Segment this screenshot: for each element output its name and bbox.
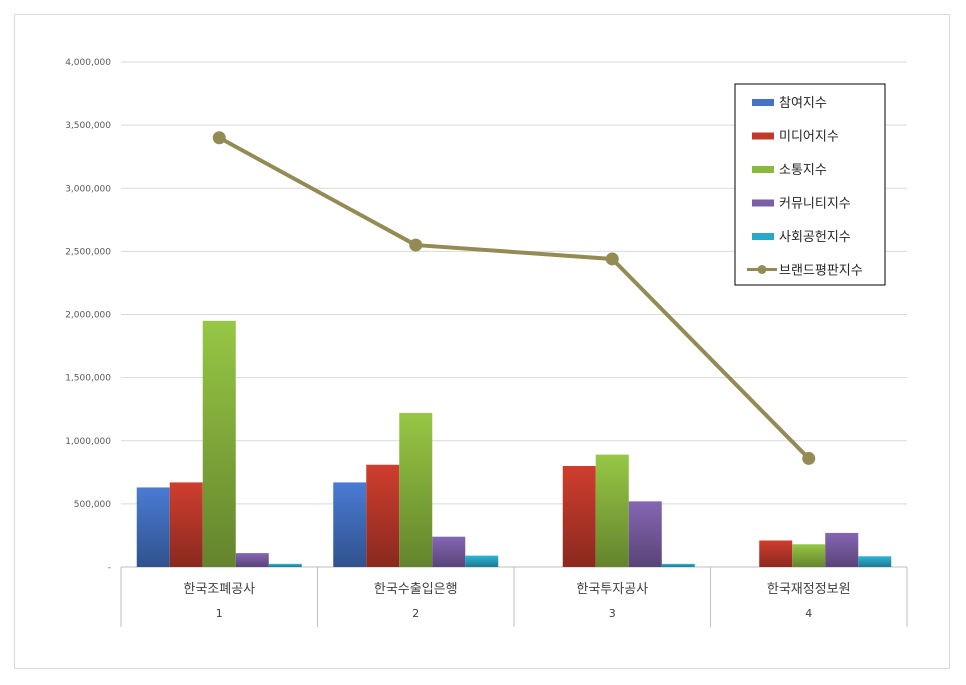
y-tick-label: - [108,563,111,573]
point-브랜드평판지수 [212,131,226,145]
line-브랜드평판지수 [218,135,811,460]
x-category-label: 한국투자공사 [576,582,648,597]
y-tick-label: 2,000,000 [65,311,111,321]
legend-box [734,83,886,286]
bar-참여지수 [333,482,367,567]
legend-label: 참여지수 [779,96,827,111]
bar-소통지수 [399,412,433,567]
legend-label: 미디어지수 [779,130,839,145]
bar-커뮤니티지수 [628,501,662,567]
x-category-label: 한국재정정보원 [767,582,851,597]
legend-label: 사회공헌지수 [779,230,851,245]
bar-소통지수 [202,320,236,567]
bar-참여지수 [136,487,170,567]
chart-frame: - 500,000 1,000,000 1,500,000 2,000,000 2,500… [14,14,950,669]
bar-미디어지수 [169,482,203,567]
bar-소통지수 [792,544,826,567]
bar-커뮤니티지수 [432,536,466,567]
bar-미디어지수 [759,540,793,567]
y-tick-label: 1,000,000 [65,437,111,447]
y-tick-label: 4,000,000 [65,58,111,68]
legend-label: 커뮤니티지수 [779,197,851,212]
legend-swatch-사회공헌지수 [752,233,774,240]
y-tick-label: 2,500,000 [65,247,111,257]
chart-svg: - 500,000 1,000,000 1,500,000 2,000,000 2,500… [65,58,908,627]
x-category-index: 4 [805,607,812,620]
point-브랜드평판지수 [802,451,816,465]
bar-커뮤니티지수 [235,553,269,567]
legend-swatch-소통지수 [752,166,774,173]
y-tick-label: 3,500,000 [65,121,111,131]
legend-label: 소통지수 [779,163,827,178]
legend-marker-브랜드평판지수 [757,265,767,274]
y-tick-label: 500,000 [74,500,111,510]
point-브랜드평판지수 [605,252,619,266]
x-category-index: 3 [609,607,616,620]
x-category-index: 1 [216,607,223,620]
bar-사회공헌지수 [858,556,892,567]
x-category-label: 한국수출입은행 [374,581,458,597]
x-category-label: 한국조폐공사 [183,582,255,597]
y-tick-label: 3,000,000 [65,184,111,194]
bar-소통지수 [595,454,629,567]
bar-사회공헌지수 [268,563,302,567]
legend-label: 브랜드평판지수 [779,264,863,279]
bar-커뮤니티지수 [825,532,859,567]
point-브랜드평판지수 [409,238,423,252]
legend-swatch-참여지수 [752,99,774,106]
bar-미디어지수 [366,464,400,567]
legend-swatch-커뮤니티지수 [752,199,774,207]
bar-사회공헌지수 [661,563,695,567]
y-tick-label: 1,500,000 [65,374,111,384]
bar-사회공헌지수 [465,555,499,567]
x-category-index: 2 [412,607,419,620]
legend-swatch-미디어지수 [752,132,774,140]
bar-미디어지수 [562,466,596,567]
